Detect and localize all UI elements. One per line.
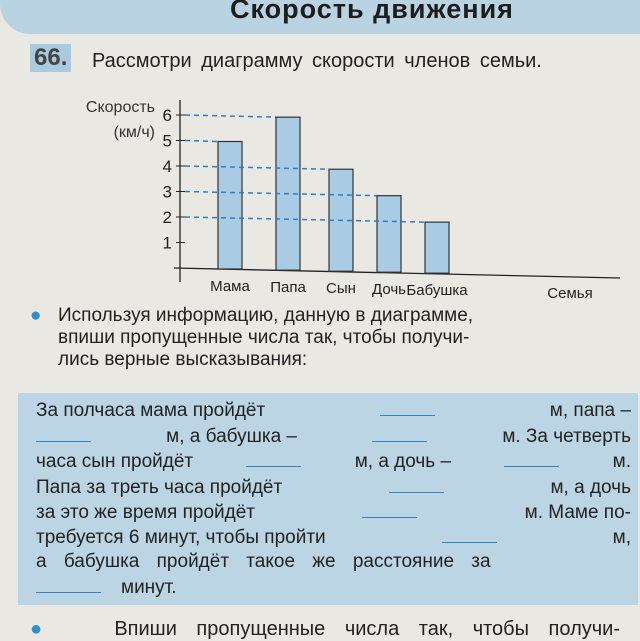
text: минут.	[121, 577, 177, 598]
next-task-text: Впиши пропущенные числа так, чтобы получ…	[114, 618, 620, 640]
text: часа сын пройдёт	[36, 451, 194, 472]
y-axis-label-unit: (км/ч)	[114, 124, 155, 141]
y-axis-label: Скорость	[86, 99, 155, 116]
guide-line	[184, 114, 277, 118]
y-tick-label: 4	[163, 157, 172, 176]
text: м, а дочь –	[354, 451, 452, 472]
section-title: Скорость движения	[230, 0, 514, 24]
text: м, а бабушка –	[166, 426, 297, 447]
x-tick-label: Дочь	[372, 281, 406, 298]
answer-blank[interactable]	[441, 526, 497, 543]
section-header-band: Скорость движения	[0, 0, 640, 34]
text: м,	[612, 527, 631, 548]
answer-blank[interactable]	[246, 450, 302, 467]
task-number: 66.	[30, 44, 72, 72]
next-task: ● Впиши пропущенные числа так, чтобы полу…	[30, 618, 620, 641]
y-tick-label: 5	[163, 132, 172, 151]
answer-blank[interactable]	[372, 425, 428, 442]
text: за это же время пройдёт	[36, 502, 255, 523]
answer-blank[interactable]	[504, 450, 560, 467]
instruction-line: Используя информацию, данную в диаграмме…	[58, 305, 474, 326]
guide-line	[184, 216, 426, 223]
answer-blank[interactable]	[36, 425, 91, 442]
x-axis-label: Семья	[547, 285, 592, 302]
y-tick-label: 1	[163, 234, 172, 253]
task-intro: Рассмотри диаграмму скорости членов семь…	[92, 50, 542, 72]
answer-blank[interactable]	[36, 576, 101, 593]
text: За полчаса мама пройдёт	[36, 400, 266, 421]
exercise-box: За полчаса мама пройдёт м, папа – м, а ба…	[18, 393, 638, 605]
text: а бабушка пройдёт такое же расстояние за	[36, 551, 491, 572]
x-tick-label: Папа	[270, 279, 306, 296]
bar-chart: Скорость (км/ч) 1 2 3 4 5 6 Мама Папа Сын Дочь Бабуш…	[86, 99, 621, 302]
guide-line	[184, 165, 330, 170]
bullet-icon: ●	[30, 305, 42, 326]
text: м, папа –	[549, 400, 631, 421]
answer-blank[interactable]	[388, 476, 444, 493]
text: м. За четверть	[502, 426, 631, 447]
bar-Мама	[217, 140, 243, 270]
text: Папа за треть часа пройдёт	[36, 477, 283, 498]
bullet-icon: ●	[30, 618, 43, 640]
text: м.	[612, 451, 631, 472]
x-axis	[173, 267, 621, 279]
text: м. Маме по-	[524, 502, 631, 523]
answer-blank[interactable]	[362, 501, 418, 518]
text: требуется 6 минут, чтобы пройти	[36, 527, 326, 548]
text: м, а дочь	[550, 477, 631, 498]
bar-Дочь	[376, 195, 402, 273]
instruction-line: лись верные высказывания:	[58, 349, 308, 370]
y-tick-label: 3	[163, 183, 172, 202]
answer-blank[interactable]	[379, 399, 435, 416]
y-tick-label: 6	[163, 106, 172, 125]
instruction: ● Используя информацию, данную в диаграмм…	[30, 305, 633, 371]
x-tick-label: Мама	[210, 278, 250, 295]
y-tick-label: 2	[163, 208, 172, 227]
bar-Бабушка	[424, 221, 450, 274]
guide-line	[184, 139, 219, 143]
instruction-line: впиши пропущенные числа так, чтобы получ…	[58, 327, 470, 348]
x-tick-label: Бабушка	[406, 282, 468, 299]
x-tick-label: Сын	[326, 280, 356, 297]
